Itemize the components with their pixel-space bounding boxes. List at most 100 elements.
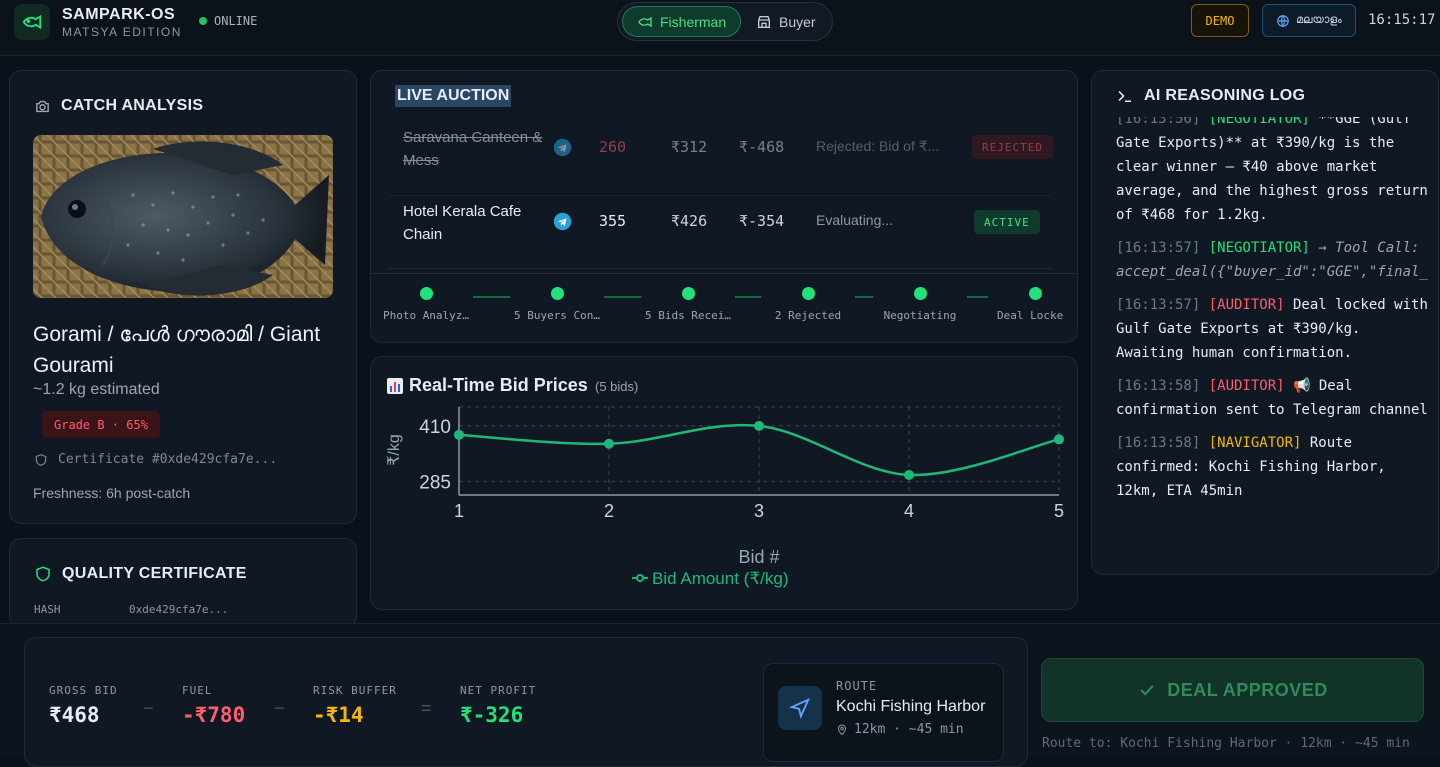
certificate-id: Certificate #0xde429cfa7e... (58, 452, 278, 467)
weight-estimate: ~1.2 kg estimated (33, 381, 160, 398)
step-connector (604, 296, 641, 298)
log-timestamp: [16:13:58] (1116, 378, 1209, 394)
hash-label: HASH (34, 603, 61, 616)
online-status: ONLINE (214, 14, 258, 28)
chart-title-row: Real-Time Bid Prices (387, 375, 588, 396)
quality-certificate-title: QUALITY CERTIFICATE (62, 565, 247, 582)
map-pin-icon (837, 724, 847, 735)
ai-log-title: AI REASONING LOG (1144, 87, 1306, 104)
x-tick-label: 1 (454, 501, 464, 521)
check-icon (1140, 685, 1154, 696)
hash-value: 0xde429cfa7e... (129, 603, 229, 616)
certificate-row[interactable]: Certificate #0xde429cfa7e... (34, 452, 277, 467)
log-text: Deal locked with Gulf Gate Exports at ₹3… (1116, 297, 1428, 361)
mode-fisherman-label: Fisherman (660, 13, 727, 30)
telegram-icon (553, 138, 572, 157)
step-connector (473, 296, 510, 298)
log-text: → Tool Call: accept_deal({"buyer_id":"GG… (1116, 240, 1428, 280)
bid-diff: ₹-468 (739, 138, 785, 156)
demo-badge[interactable]: DEMO (1191, 4, 1249, 37)
log-timestamp: [16:13:57] (1116, 240, 1209, 256)
fish-icon (638, 16, 652, 27)
ai-reasoning-log-panel: AI REASONING LOG [16:13:56] [NEGOTIATOR]… (1091, 70, 1439, 575)
live-auction-panel: LIVE AUCTION Saravana Canteen & Mess 260… (370, 70, 1078, 343)
chart-subtitle: (5 bids) (595, 379, 639, 394)
step-connector (967, 296, 988, 298)
bid-row-rejected[interactable]: Saravana Canteen & Mess 260 ₹312 ₹-468 R… (389, 123, 1053, 196)
deal-approved-button[interactable]: DEAL APPROVED (1041, 658, 1424, 722)
net-profit-item: NET PROFIT ₹-326 (460, 684, 536, 727)
data-point (604, 438, 614, 449)
language-button[interactable]: മലയാളം (1262, 4, 1356, 37)
route-card[interactable]: ROUTE Kochi Fishing Harbor 12km · ~45 mi… (763, 663, 1004, 762)
navigation-icon (778, 686, 822, 730)
fuel-label: FUEL (182, 684, 213, 697)
gross-bid-label: GROSS BID (49, 684, 118, 697)
log-agent-tag: [AUDITOR] (1208, 378, 1285, 394)
top-bar: SAMPARK-OS MATSYA EDITION ONLINE Fisherm… (0, 0, 1440, 56)
data-point (754, 420, 764, 431)
ai-log-list[interactable]: [16:13:56] [NEGOTIATOR] **GGE (Gulf Gate… (1116, 117, 1436, 567)
route-label: ROUTE (836, 679, 878, 693)
risk-buffer-label: RISK BUFFER (313, 684, 397, 697)
bid-amount: 355 (599, 212, 627, 230)
data-point (1054, 434, 1064, 445)
camera-icon (36, 100, 49, 112)
equals-sign: = (421, 698, 432, 718)
quality-certificate-header: QUALITY CERTIFICATE (34, 565, 247, 583)
step-dot (682, 287, 695, 300)
data-point (454, 429, 464, 440)
mode-buyer-label: Buyer (779, 13, 816, 30)
step-connector (735, 296, 761, 298)
catch-analysis-header: CATCH ANALYSIS (34, 97, 203, 115)
log-timestamp: [16:13:57] (1116, 297, 1209, 313)
minus-sign: − (274, 698, 285, 718)
y-tick-label: 285 (419, 473, 451, 494)
x-tick-label: 3 (754, 501, 764, 521)
x-tick-label: 5 (1054, 501, 1064, 521)
chart-title: Real-Time Bid Prices (409, 375, 588, 395)
catch-analysis-title: CATCH ANALYSIS (61, 97, 204, 114)
x-tick-label: 2 (604, 501, 614, 521)
gross-bid-value: ₹468 (49, 703, 100, 727)
quality-certificate-panel: QUALITY CERTIFICATE HASH 0xde429cfa7e... (9, 538, 357, 628)
log-timestamp: [16:13:56] (1116, 117, 1209, 127)
mode-buyer-button[interactable]: Buyer (742, 6, 830, 37)
language-label: മലയാളം (1296, 14, 1342, 26)
log-text: **GGE (Gulf Gate Exports)** at ₹390/kg i… (1116, 117, 1428, 223)
bid-row-active[interactable]: Hotel Kerala Cafe Chain 355 ₹426 ₹-354 E… (389, 196, 1051, 269)
bid-status-text: Evaluating... (816, 212, 894, 228)
fish-photo (33, 135, 333, 298)
shield-check-icon (36, 566, 50, 582)
buyer-name: Saravana Canteen & Mess (403, 129, 543, 169)
log-entry: [16:13:58] [AUDITOR] 📢 Deal confirmation… (1116, 374, 1436, 422)
shield-icon (35, 453, 47, 466)
brand-name: SAMPARK-OS (62, 6, 176, 23)
mode-fisherman-button[interactable]: Fisherman (622, 6, 742, 37)
telegram-icon (553, 212, 572, 231)
legend-marker (636, 574, 644, 582)
live-auction-title: LIVE AUCTION (395, 85, 512, 107)
minus-sign: − (143, 698, 154, 718)
catch-analysis-panel: CATCH ANALYSIS (9, 70, 357, 524)
step-label: Photo Analyz… (382, 309, 470, 322)
hash-row: HASH 0xde429cfa7e... (34, 603, 334, 616)
risk-buffer-item: RISK BUFFER -₹14 (313, 684, 397, 727)
step-label: 5 Bids Recei… (644, 309, 732, 322)
log-entry: [16:13:57] [NEGOTIATOR] → Tool Call: acc… (1116, 236, 1436, 284)
globe-icon (1277, 14, 1290, 27)
x-tick-label: 4 (904, 501, 914, 521)
y-tick-label: 410 (419, 417, 451, 438)
step-dot (420, 287, 433, 300)
x-axis-label: Bid # (738, 547, 779, 567)
log-agent-tag: [NEGOTIATOR] (1208, 117, 1310, 127)
store-icon (758, 15, 770, 28)
y-axis-label: ₹/kg (386, 434, 403, 466)
bid-diff: ₹-354 (739, 212, 785, 230)
risk-buffer-value: -₹14 (313, 703, 364, 727)
log-agent-tag: [AUDITOR] (1208, 297, 1285, 313)
step-label: Deal Locke (997, 309, 1064, 322)
steps-divider (371, 273, 1077, 274)
step-dot (551, 287, 564, 300)
log-text: 📢 Deal confirmation sent to Telegram cha… (1116, 378, 1428, 418)
